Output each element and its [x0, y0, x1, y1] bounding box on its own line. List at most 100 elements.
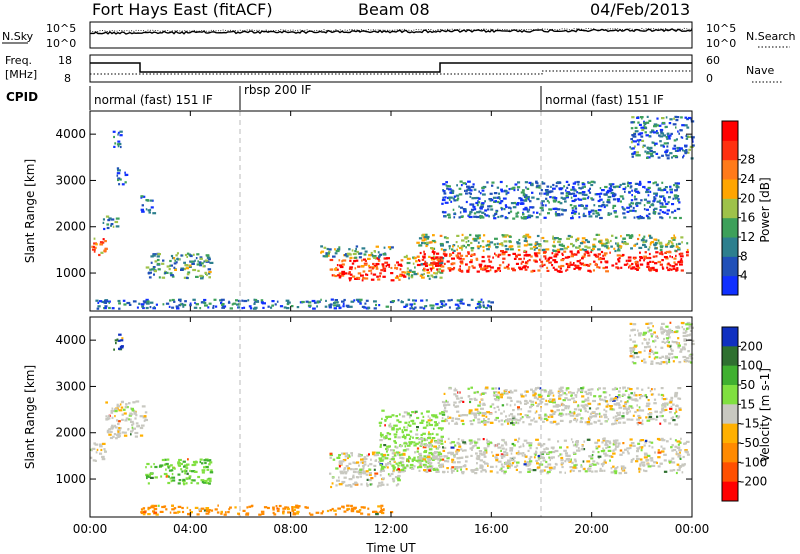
data-cell	[116, 434, 120, 437]
data-cell	[450, 446, 455, 449]
data-cell	[563, 449, 567, 452]
data-cell	[482, 421, 486, 424]
data-cell	[481, 412, 485, 415]
data-cell	[640, 199, 643, 202]
data-cell	[573, 253, 578, 256]
data-cell	[106, 431, 110, 434]
data-cell	[320, 245, 323, 248]
data-cell	[452, 251, 455, 254]
data-cell	[683, 343, 687, 346]
data-cell	[660, 462, 663, 465]
data-cell	[567, 459, 570, 462]
data-cell	[220, 512, 223, 515]
data-cell	[516, 461, 520, 464]
data-cell	[498, 192, 500, 195]
data-cell	[406, 261, 411, 265]
data-cell	[524, 390, 527, 393]
data-cell	[603, 399, 606, 402]
data-cell	[450, 196, 453, 199]
data-cell	[106, 429, 110, 432]
data-cell	[368, 266, 372, 269]
data-cell	[636, 268, 639, 271]
data-cell	[635, 203, 638, 206]
data-cell	[615, 403, 618, 406]
data-cell	[555, 463, 558, 466]
data-cell	[481, 255, 485, 259]
data-cell	[402, 434, 405, 437]
data-cell	[639, 139, 642, 142]
data-cell	[487, 300, 491, 303]
data-cell	[555, 253, 559, 256]
data-cell	[450, 191, 455, 194]
data-cell	[528, 259, 531, 262]
data-cell	[474, 444, 477, 447]
data-cell	[474, 441, 478, 444]
data-cell	[663, 205, 667, 208]
data-cell	[670, 268, 673, 271]
data-cell	[408, 441, 412, 444]
data-cell	[351, 262, 355, 265]
data-cell	[542, 443, 546, 446]
data-cell	[527, 416, 531, 419]
data-cell	[483, 234, 486, 237]
data-cell	[462, 400, 465, 403]
data-cell	[567, 183, 570, 186]
data-cell	[235, 299, 238, 302]
data-cell	[572, 444, 576, 447]
data-cell	[530, 400, 535, 403]
data-cell	[113, 348, 115, 351]
data-cell	[418, 237, 423, 240]
data-cell	[637, 409, 641, 412]
data-cell	[653, 357, 656, 360]
data-cell	[467, 180, 471, 183]
data-cell	[637, 421, 642, 424]
data-cell	[510, 413, 514, 416]
data-cell	[564, 460, 567, 463]
data-cell	[505, 190, 508, 193]
data-cell	[647, 326, 650, 329]
data-cell	[602, 266, 606, 270]
data-cell	[511, 420, 514, 423]
data-cell	[562, 197, 566, 200]
data-cell	[372, 255, 377, 258]
data-cell	[648, 402, 651, 405]
data-cell	[422, 263, 427, 266]
data-cell	[452, 197, 455, 200]
data-cell	[419, 463, 422, 466]
data-cell	[339, 265, 344, 269]
data-cell	[477, 247, 480, 250]
data-cell	[601, 441, 604, 444]
data-cell	[325, 299, 327, 302]
data-cell	[656, 132, 659, 135]
data-cell	[655, 251, 659, 254]
data-cell	[679, 465, 682, 468]
data-cell	[517, 408, 520, 411]
data-cell	[517, 181, 521, 184]
data-cell	[404, 437, 407, 440]
data-cell	[477, 404, 481, 407]
data-cell	[458, 414, 461, 417]
data-cell	[391, 428, 395, 431]
data-cell	[483, 462, 488, 465]
data-cell	[377, 255, 381, 258]
data-cell	[592, 399, 596, 403]
data-cell	[118, 142, 122, 146]
data-cell	[675, 405, 679, 408]
data-cell	[305, 300, 309, 303]
data-cell	[452, 244, 456, 247]
data-cell	[539, 206, 544, 209]
colorbar-swatch	[722, 159, 738, 180]
data-cell	[643, 456, 648, 459]
data-cell	[609, 407, 613, 410]
data-cell	[400, 470, 405, 473]
data-cell	[201, 462, 204, 465]
data-cell	[338, 460, 343, 463]
data-cell	[221, 306, 225, 309]
data-cell	[480, 470, 483, 473]
data-cell	[112, 225, 115, 228]
data-cell	[482, 402, 486, 405]
data-cell	[597, 445, 601, 448]
data-cell	[105, 215, 110, 218]
data-cell	[195, 460, 198, 463]
data-cell	[611, 388, 616, 391]
